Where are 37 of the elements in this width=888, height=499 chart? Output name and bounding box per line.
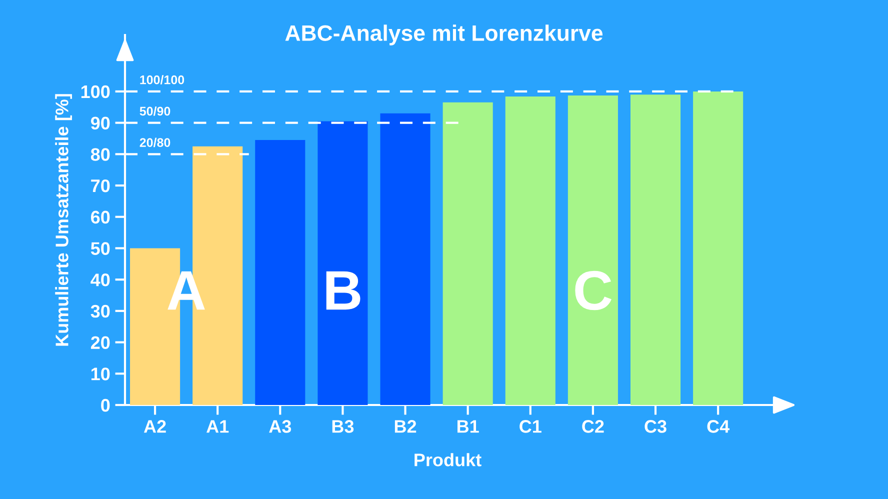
bar <box>442 102 493 405</box>
bar <box>255 140 306 405</box>
ref-line-label: 20/80 <box>140 138 170 148</box>
bar <box>693 91 744 405</box>
y-tick-label: 70 <box>91 179 110 192</box>
bar <box>568 96 618 405</box>
x-tick-label: B1 <box>458 420 479 433</box>
bar <box>380 113 430 405</box>
ref-line-label: 100/100 <box>140 75 184 84</box>
y-tick-label: 30 <box>90 304 110 318</box>
y-tick-label: 60 <box>90 210 110 224</box>
x-tick-label: B3 <box>332 420 354 433</box>
y-tick-label: 20 <box>90 336 110 350</box>
y-tick-label: 100 <box>81 85 110 98</box>
x-tick-label: C4 <box>707 420 730 433</box>
x-tick-label: C1 <box>520 420 542 433</box>
bar <box>505 96 556 405</box>
x-tick-label: B2 <box>394 420 416 433</box>
chart-title: ABC-Analyse mit Lorenzkurve <box>285 24 603 46</box>
annotation: C <box>575 270 612 310</box>
x-tick-label: A3 <box>269 420 292 433</box>
y-tick-label: 90 <box>90 116 110 130</box>
y-tick-label: 10 <box>91 368 110 380</box>
y-axis-title: Kumulierte Umsatzanteile [%] <box>55 94 72 346</box>
x-tick-label: C3 <box>644 420 666 433</box>
x-tick-label: A2 <box>144 420 166 433</box>
x-axis-title: Produkt <box>414 453 482 466</box>
x-tick-label: C2 <box>582 420 604 433</box>
bar <box>630 94 681 405</box>
y-tick-label: 80 <box>90 148 110 161</box>
annotation: B <box>326 271 360 310</box>
y-tick-label: 0 <box>101 398 110 412</box>
ref-line-label: 50/90 <box>140 106 170 116</box>
y-tick-label: 50 <box>90 242 110 255</box>
bar <box>318 121 368 405</box>
y-tick-label: 40 <box>90 274 110 286</box>
x-tick-label: A1 <box>206 420 229 433</box>
